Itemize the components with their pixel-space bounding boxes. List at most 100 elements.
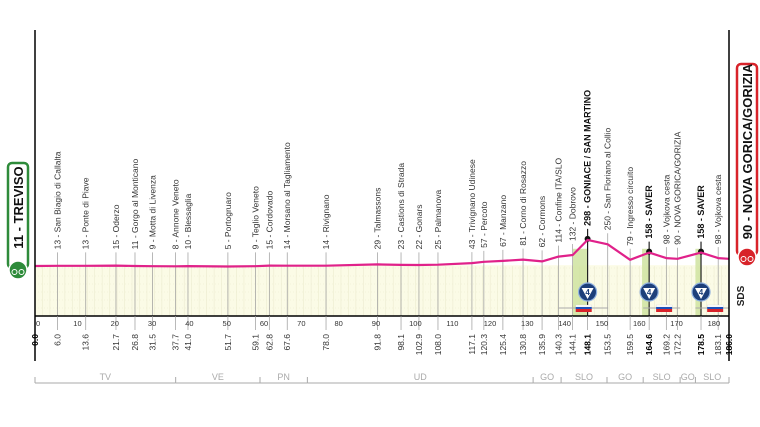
slovenia-flag-icon: [656, 309, 673, 312]
waypoint-label: 9 - Motta di Livenza: [148, 175, 158, 249]
km-label: 172.2: [673, 334, 683, 356]
x-tick-label: 20: [111, 319, 119, 328]
x-tick-label: 50: [223, 319, 231, 328]
x-tick-label: 80: [334, 319, 342, 328]
km-label: 120.3: [479, 334, 489, 356]
climb-zone: [642, 248, 650, 316]
x-tick-label: 160: [633, 319, 646, 328]
km-label: 31.5: [148, 334, 158, 351]
x-tick-label: 110: [446, 319, 458, 328]
slovenia-flag-icon: [575, 309, 592, 312]
km-label: 178.5: [696, 334, 706, 356]
waypoint-label: 22 - Gonars: [414, 204, 424, 249]
waypoint-label: 43 - Trivignano Udinese: [467, 159, 477, 249]
x-tick-label: 100: [409, 319, 422, 328]
kom-category-label: 4: [647, 288, 652, 297]
waypoint-label: 132 - Dobrovo: [568, 187, 578, 241]
slovenia-flag-icon: [707, 307, 724, 309]
region-label: PN: [277, 372, 290, 382]
x-tick-label: 0: [36, 319, 40, 328]
km-label: 159.5: [625, 334, 635, 356]
waypoint-label: 62 - Cormons: [537, 196, 547, 248]
km-label: 51.7: [223, 334, 233, 351]
bike-wheel-icon: [11, 269, 18, 275]
km-label: 91.8: [373, 334, 383, 351]
x-tick-label: 180: [708, 319, 721, 328]
km-label: 98.1: [396, 334, 406, 351]
km-label: 102.9: [414, 334, 424, 356]
km-label: 144.1: [568, 334, 578, 356]
x-tick-label: 60: [260, 319, 268, 328]
waypoint-label: 158 - SAVER: [644, 185, 654, 239]
waypoint-label: 114 - Confine ITA/SLO: [553, 158, 563, 243]
x-tick-label: 130: [521, 319, 534, 328]
waypoint-label: 298 - GONIACE / SAN MARTINO: [583, 90, 593, 226]
slovenia-flag-icon: [575, 304, 592, 308]
bike-wheel-icon: [18, 269, 25, 275]
x-tick-label: 150: [596, 319, 609, 328]
kom-category-label: 4: [585, 288, 590, 297]
region-label: TV: [100, 372, 112, 382]
waypoint-label: 11 - Gorgo al Monticano: [130, 159, 140, 250]
waypoint-label: 67 - Manzano: [498, 195, 508, 247]
kom-triangle-icon: [581, 288, 594, 299]
waypoint-label: 25 - Palmanova: [433, 190, 443, 250]
km-label: 183.1: [713, 334, 723, 356]
km-label: 78.0: [321, 334, 331, 351]
waypoint-label: 79 - Ingresso circuito: [625, 167, 635, 246]
plot-background: [35, 265, 729, 316]
waypoint-label: 98 - Vojkova cesta: [713, 174, 723, 244]
km-label: 148.1: [583, 334, 593, 356]
waypoint-label: 15 - Cordovado: [264, 190, 274, 249]
sds-logo: SDS: [736, 285, 747, 306]
x-tick-label: 30: [148, 319, 156, 328]
slovenia-flag-icon: [707, 309, 724, 312]
kom-category-label: 4: [699, 288, 704, 297]
kom-triangle-icon: [695, 288, 708, 299]
waypoint-label: 13 - San Biagio di Callalta: [52, 151, 62, 249]
slovenia-flag-icon: [707, 304, 724, 308]
km-label: 13.6: [81, 334, 91, 351]
x-tick-label: 90: [372, 319, 380, 328]
finish-bike-icon: [737, 247, 757, 267]
waypoint-label: 90 - NOVA GORICA/GORIZIA: [673, 131, 683, 245]
slovenia-flag-icon: [656, 307, 673, 309]
waypoint-label: 81 - Corno di Rosazzo: [518, 161, 528, 246]
km-label: 169.2: [661, 334, 671, 356]
waypoint-label: 250 - San Floriano al Collio: [603, 127, 613, 230]
slovenia-flag-icon: [655, 304, 673, 308]
km-label: 140.3: [553, 334, 563, 356]
waypoint-label: 23 - Castions di Strada: [396, 163, 406, 250]
km-label: 108.0: [433, 334, 443, 356]
km-label-finish: 186.0: [724, 334, 734, 356]
x-tick-label: 120: [484, 319, 497, 328]
waypoint-label: 8 - Annone Veneto: [171, 179, 181, 249]
bike-wheel-icon: [747, 256, 754, 262]
profile-line: [34, 238, 730, 268]
finish-label: 90 - NOVA GORICA/GORIZIA: [740, 63, 755, 239]
x-tick-label: 10: [73, 319, 81, 328]
km-label: 6.0: [52, 334, 62, 346]
km-label-start: 0.0: [30, 334, 40, 346]
start-bike-icon: [8, 260, 28, 280]
waypoint-label: 14 - Morsano al Tagliamento: [282, 142, 292, 249]
km-label: 125.4: [498, 334, 508, 356]
km-label: 37.7: [171, 334, 181, 351]
region-label: VE: [212, 372, 224, 382]
region-label: SLO: [575, 372, 593, 382]
km-label: 21.7: [111, 334, 121, 351]
km-label: 26.8: [130, 334, 140, 351]
waypoint-label: 13 - Ponte di Piave: [81, 177, 91, 249]
km-label: 164.6: [644, 334, 654, 356]
waypoint-label: 29 - Talmassons: [373, 188, 383, 250]
km-label: 117.1: [467, 334, 477, 355]
region-label: GO: [681, 372, 695, 382]
x-tick-label: 40: [185, 319, 193, 328]
km-label: 59.1: [251, 334, 261, 351]
slovenia-flag-icon: [575, 307, 592, 309]
waypoint-label: 158 - SAVER: [696, 185, 706, 239]
waypoint-label: 10 - Blessaglia: [183, 193, 193, 249]
waypoint-label: 9 - Teglio Veneto: [251, 186, 261, 249]
km-label: 135.9: [537, 334, 547, 356]
